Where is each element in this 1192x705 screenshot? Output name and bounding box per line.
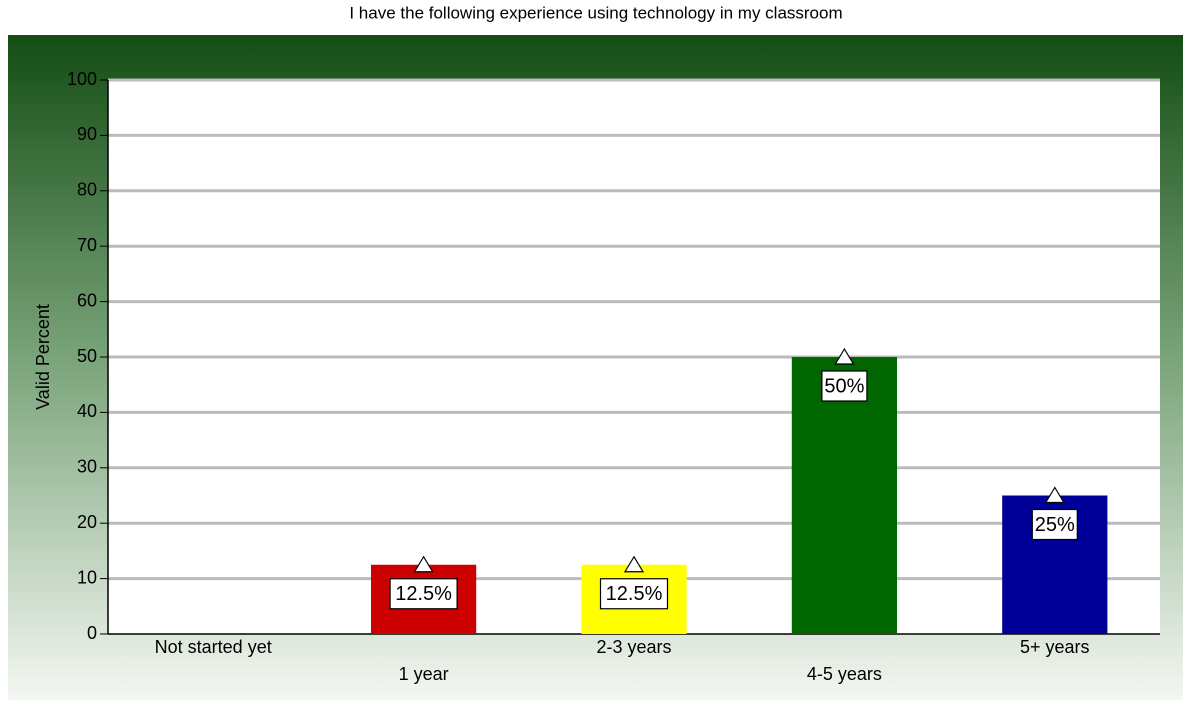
x-tick-label: 5+ years	[1020, 637, 1090, 657]
x-tick-label: 1 year	[399, 664, 449, 684]
bar-marker	[1044, 486, 1065, 504]
value-label: 12.5%	[395, 583, 452, 605]
y-tick-label: 100	[67, 69, 97, 89]
bar	[791, 357, 897, 634]
y-tick-label: 60	[77, 290, 97, 310]
y-tick-label: 20	[77, 512, 97, 532]
y-tick-label: 70	[77, 235, 97, 255]
value-label: 25%	[1035, 514, 1075, 536]
x-tick-label: 2-3 years	[596, 637, 671, 657]
y-tick-label: 90	[77, 124, 97, 144]
x-tick-label: 4-5 years	[807, 664, 882, 684]
y-tick-label: 50	[77, 346, 97, 366]
y-axis-label: Valid Percent	[33, 304, 53, 410]
bar-marker	[623, 555, 645, 573]
y-tick-label: 40	[77, 401, 97, 421]
chart-title: I have the following experience using te…	[349, 3, 842, 22]
bar-marker	[834, 347, 855, 365]
y-tick-label: 80	[77, 180, 97, 200]
value-label-box	[821, 370, 868, 402]
x-tick-label: Not started yet	[155, 637, 272, 657]
value-label-box	[389, 578, 458, 610]
y-tick-label: 30	[77, 457, 97, 477]
value-label: 50%	[824, 375, 864, 397]
y-tick-label: 0	[87, 623, 97, 643]
bar-marker	[413, 555, 434, 573]
value-label-box	[599, 578, 669, 610]
value-label: 12.5%	[606, 583, 663, 605]
value-label-box	[1031, 508, 1078, 541]
y-tick-label: 10	[77, 567, 97, 587]
